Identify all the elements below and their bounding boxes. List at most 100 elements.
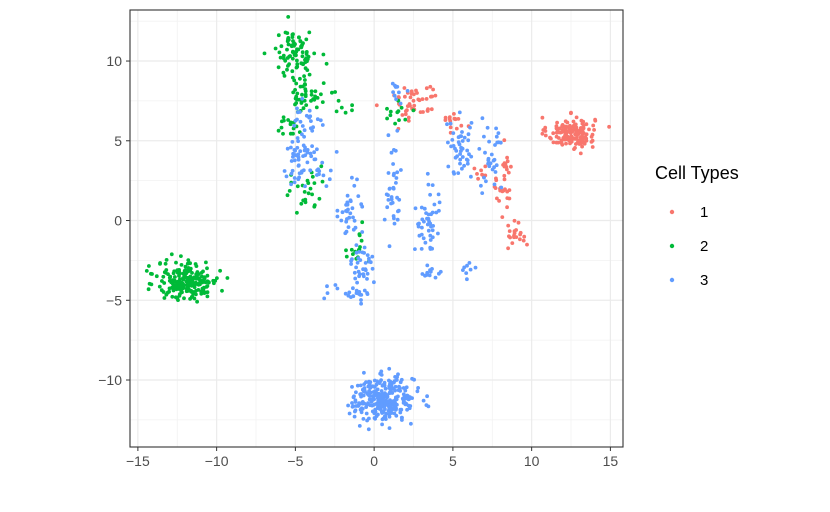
point-cell-type-1 (591, 123, 596, 128)
point-cell-type-2 (294, 101, 299, 105)
point-cell-type-2 (312, 181, 317, 186)
point-cell-type-2 (286, 15, 291, 19)
point-cell-type-2 (308, 186, 313, 191)
point-cell-type-2 (309, 92, 314, 97)
point-cell-type-3 (391, 90, 395, 94)
point-cell-type-2 (299, 45, 304, 50)
point-cell-type-3 (358, 383, 363, 388)
point-cell-type-1 (502, 161, 507, 166)
point-cell-type-1 (572, 147, 576, 152)
point-cell-type-3 (494, 134, 499, 139)
point-cell-type-3 (349, 262, 353, 266)
point-cell-type-2 (359, 238, 364, 243)
point-cell-type-2 (333, 90, 337, 94)
point-cell-type-2 (296, 47, 301, 52)
point-cell-type-1 (420, 97, 425, 101)
point-cell-type-1 (551, 131, 556, 136)
point-cell-type-3 (348, 199, 353, 204)
point-cell-type-2 (189, 295, 194, 299)
point-cell-type-3 (343, 291, 348, 296)
point-cell-type-2 (194, 276, 199, 281)
panel-background (130, 10, 623, 447)
point-cell-type-3 (462, 163, 466, 168)
point-cell-type-2 (196, 272, 201, 276)
point-cell-type-3 (419, 232, 424, 237)
point-cell-type-1 (479, 168, 483, 173)
point-cell-type-3 (423, 273, 427, 278)
point-cell-type-2 (303, 92, 308, 97)
point-cell-type-3 (289, 171, 294, 176)
point-cell-type-3 (292, 176, 297, 180)
point-cell-type-2 (310, 174, 315, 179)
y-tick-label: 0 (114, 213, 122, 229)
point-cell-type-1 (509, 164, 513, 169)
point-cell-type-3 (365, 292, 370, 296)
point-cell-type-1 (579, 131, 584, 135)
point-cell-type-1 (508, 235, 512, 240)
point-cell-type-3 (458, 161, 462, 166)
point-cell-type-3 (413, 247, 417, 252)
point-cell-type-3 (422, 206, 427, 211)
point-cell-type-2 (276, 128, 281, 133)
point-cell-type-3 (393, 148, 398, 153)
point-cell-type-2 (195, 299, 200, 304)
point-cell-type-3 (347, 290, 352, 295)
point-cell-type-2 (279, 125, 284, 130)
point-cell-type-2 (301, 41, 305, 46)
point-cell-type-3 (465, 263, 469, 268)
point-cell-type-3 (368, 403, 373, 408)
point-cell-type-2 (193, 282, 198, 286)
point-cell-type-3 (482, 175, 486, 180)
point-cell-type-1 (579, 138, 584, 143)
point-cell-type-3 (391, 162, 395, 166)
point-cell-type-1 (425, 109, 430, 113)
point-cell-type-2 (276, 65, 281, 70)
point-cell-type-3 (379, 403, 384, 408)
point-cell-type-3 (327, 177, 332, 182)
point-cell-type-2 (388, 113, 393, 118)
point-cell-type-2 (262, 51, 267, 56)
point-cell-type-3 (378, 371, 383, 376)
point-cell-type-3 (460, 130, 464, 134)
point-cell-type-3 (425, 394, 429, 399)
point-cell-type-2 (300, 92, 304, 97)
point-cell-type-2 (199, 291, 204, 296)
point-cell-type-1 (512, 218, 517, 223)
point-cell-type-3 (372, 394, 377, 398)
point-cell-type-3 (353, 225, 358, 230)
point-cell-type-3 (282, 169, 287, 173)
point-cell-type-2 (167, 275, 172, 280)
point-cell-type-3 (458, 152, 462, 156)
point-cell-type-3 (403, 401, 407, 406)
point-cell-type-3 (361, 417, 366, 421)
point-cell-type-2 (147, 264, 151, 268)
point-cell-type-3 (305, 160, 310, 165)
point-cell-type-2 (294, 94, 299, 99)
point-cell-type-1 (503, 187, 507, 192)
y-tick-label: −5 (106, 292, 122, 308)
point-cell-type-1 (571, 119, 576, 124)
point-cell-type-1 (417, 98, 422, 103)
point-cell-type-2 (349, 247, 354, 252)
point-cell-type-3 (428, 245, 433, 250)
point-cell-type-3 (430, 228, 435, 233)
point-cell-type-3 (479, 183, 483, 188)
point-cell-type-3 (468, 125, 472, 130)
point-cell-type-3 (465, 158, 470, 163)
point-cell-type-3 (492, 182, 497, 187)
point-cell-type-3 (384, 192, 389, 197)
point-cell-type-1 (569, 110, 573, 115)
point-cell-type-3 (354, 243, 359, 248)
point-cell-type-3 (360, 401, 365, 406)
point-cell-type-3 (369, 390, 373, 395)
point-cell-type-1 (402, 86, 407, 90)
point-cell-type-2 (201, 269, 205, 274)
point-cell-type-3 (295, 136, 300, 140)
point-cell-type-3 (344, 219, 349, 224)
point-cell-type-2 (344, 254, 349, 259)
point-cell-type-3 (344, 229, 349, 234)
point-cell-type-2 (411, 108, 416, 113)
point-cell-type-2 (166, 272, 170, 276)
point-cell-type-3 (346, 293, 351, 298)
point-cell-type-2 (173, 285, 177, 290)
